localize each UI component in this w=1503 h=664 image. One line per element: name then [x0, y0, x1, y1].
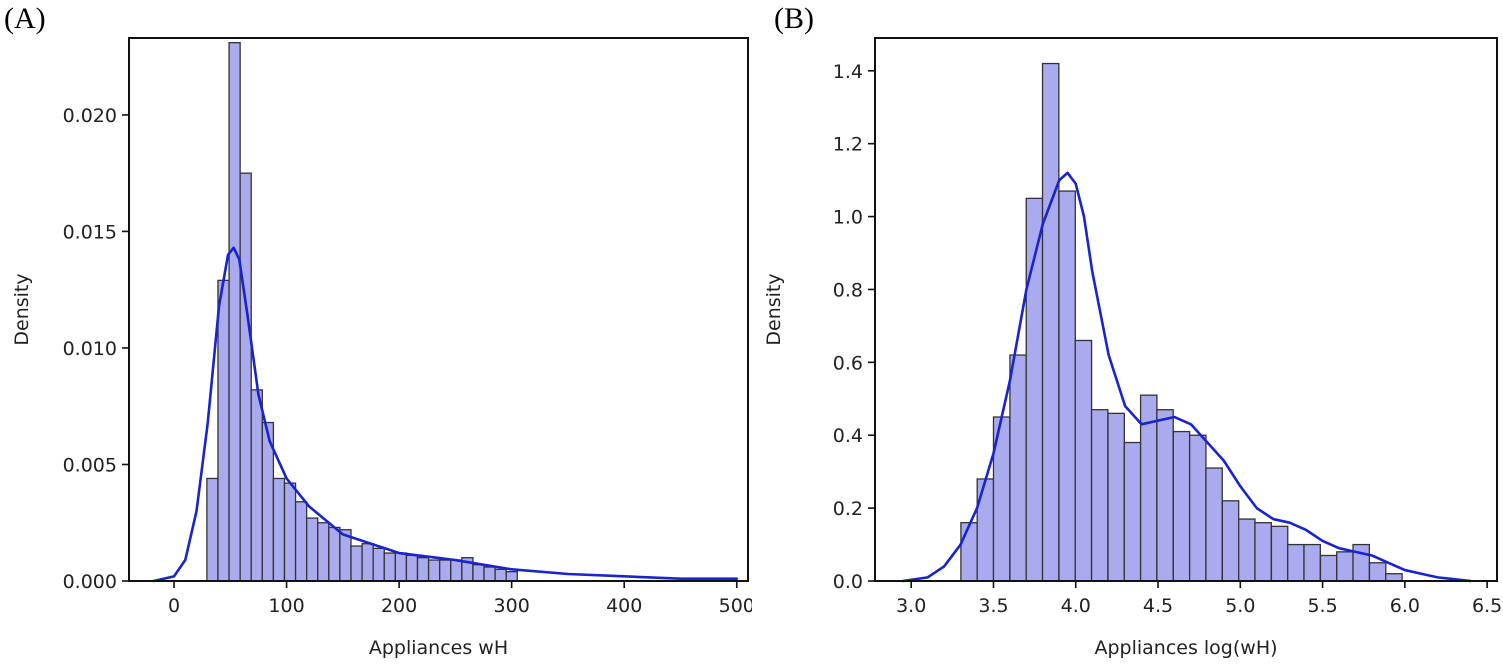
y-tick-label: 0.2: [833, 498, 863, 520]
y-tick-label: 0.020: [63, 105, 117, 127]
histogram-bar: [1172, 430, 1191, 582]
histogram-bar: [505, 571, 518, 582]
x-tick-label: 100: [268, 595, 304, 617]
histogram-bar: [361, 543, 374, 582]
histogram-bar: [1238, 518, 1256, 582]
y-tick-label: 0.0: [833, 571, 863, 593]
histogram-bar: [494, 568, 507, 582]
histogram-bar: [372, 547, 385, 582]
plot-frame: [874, 37, 1498, 582]
x-axis-title: Appliances wH: [369, 637, 508, 659]
histogram-bar: [1009, 354, 1027, 582]
x-tick-label: 200: [381, 595, 417, 617]
histogram-bar: [1221, 500, 1240, 582]
histogram-bar: [416, 557, 430, 582]
histogram-bar: [328, 526, 341, 582]
x-tick-label: 0: [168, 595, 180, 617]
histogram-bar: [1352, 543, 1371, 582]
histogram-bar: [1058, 190, 1076, 582]
histogram-bar: [394, 552, 408, 582]
y-tick-label: 1.4: [833, 61, 863, 83]
y-tick-label: 1.2: [833, 134, 863, 156]
x-tick-label: 3.5: [978, 595, 1008, 617]
histogram-bar: [206, 477, 219, 582]
histogram-bar: [960, 522, 978, 582]
histogram-bar: [427, 559, 441, 582]
x-tick-label: 4.0: [1061, 595, 1091, 617]
histogram-bar: [1254, 522, 1272, 582]
x-tick-label: 6.5: [1472, 595, 1502, 617]
histogram-bar: [1107, 412, 1125, 582]
histogram-bar: [1336, 551, 1354, 582]
histogram-bar: [1270, 525, 1289, 582]
histogram-bar: [1074, 339, 1093, 582]
histogram-bar: [1385, 573, 1403, 582]
histogram-chart-a: 0 100 200 300 400 500 0.000 0.005 0.010 0.015 0.02…: [11, 37, 752, 659]
y-tick-label: 0.8: [833, 279, 863, 301]
x-axis-title: Appliances log(wH): [1094, 637, 1277, 659]
histogram-bar: [1368, 562, 1387, 582]
histogram-bar: [317, 522, 330, 582]
histogram-chart-b: 3.0 3.5 4.0 4.5 5.0 5.5 6.0 6.5 0.0 0.2 0.4 0.6 0.8 1…: [763, 37, 1502, 659]
x-tick-label: 300: [494, 595, 530, 617]
histogram-bar: [1319, 554, 1338, 582]
y-tick-label: 1.0: [833, 207, 863, 229]
x-tick-label: 6.0: [1390, 595, 1420, 617]
histogram-bar: [294, 501, 308, 582]
histogram-bar: [1041, 62, 1060, 582]
y-axis-title: Density: [11, 273, 33, 345]
histogram-bar: [383, 552, 396, 582]
histogram-bar: [405, 554, 419, 582]
panel-label-b: (B): [774, 2, 814, 35]
y-tick-label: 0.6: [833, 352, 863, 374]
y-axis-title: Density: [763, 273, 785, 345]
x-tick-label: 500: [719, 595, 752, 617]
histogram-bar: [1188, 434, 1207, 582]
x-tick-label: 3.0: [896, 595, 926, 617]
y-tick-label: 0.000: [63, 571, 117, 593]
histogram-bar: [472, 564, 485, 582]
histogram-bar: [272, 477, 286, 582]
histogram-bar: [1205, 467, 1223, 582]
plot-frame: [128, 37, 749, 582]
histogram-bar: [305, 517, 319, 582]
histogram-bar: [976, 478, 995, 582]
y-tick-label: 0.015: [63, 221, 117, 243]
histogram-bar: [1287, 543, 1305, 582]
x-tick-label: 5.5: [1307, 595, 1337, 617]
y-tick-label: 0.005: [63, 454, 117, 476]
x-tick-label: 4.5: [1143, 595, 1173, 617]
panel-label-a: (A): [4, 2, 46, 35]
kde-line: [901, 171, 1472, 583]
kde-line: [152, 246, 739, 583]
histogram-bar: [450, 559, 463, 582]
histogram-bar: [217, 279, 230, 582]
x-tick-label: 400: [606, 595, 642, 617]
histogram-bar: [439, 559, 452, 582]
panel-b: (B) 3.0 3.5 4.0 4.5 5.0 5.5 6.0 6.5 0.0 0.2 0.4 0.6…: [752, 0, 1503, 664]
panel-a: (A) 0 100 200 300 400 500 0.000 0.005 0.010 0.015…: [4, 2, 752, 659]
histogram-bar: [1123, 441, 1142, 582]
histogram-bar: [1090, 409, 1109, 582]
y-tick-label: 0.4: [833, 425, 863, 447]
histogram-bar: [250, 389, 263, 582]
histogram-bar: [1156, 409, 1174, 582]
histogram-bar: [350, 545, 363, 582]
histogram-bar: [283, 482, 297, 582]
x-tick-label: 5.0: [1225, 595, 1255, 617]
histogram-bar: [228, 42, 241, 582]
y-tick-label: 0.010: [63, 338, 117, 360]
histogram-bar: [239, 172, 252, 582]
histogram-bar: [1303, 543, 1321, 582]
histogram-bar: [483, 566, 496, 582]
